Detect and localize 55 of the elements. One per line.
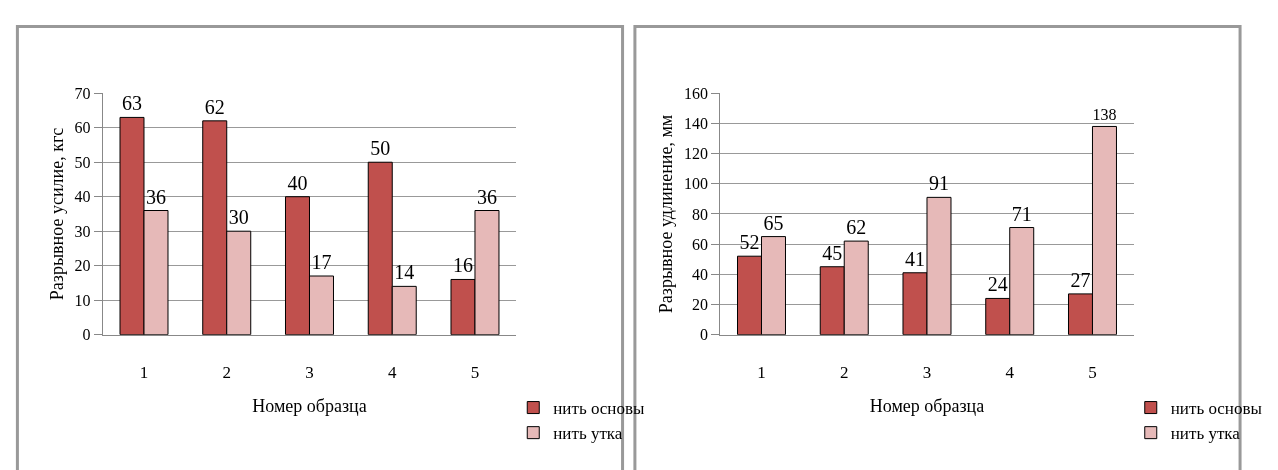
y-axis-title: Разрывное удлинение, мм [656,114,677,314]
y-tick-label: 60 [74,119,91,137]
data-label: 62 [846,216,867,239]
data-label: 65 [763,211,784,234]
data-label: 91 [928,172,949,195]
x-tick-label: 3 [922,363,932,383]
data-label: 30 [228,206,249,229]
data-label: 40 [287,171,308,194]
legend-label: нить основы [1170,399,1263,419]
x-tick-label: 2 [839,363,849,383]
y-axis-title: Разрывное усилие, кгс [46,127,67,301]
x-tick-label: 3 [305,363,314,383]
y-tick-label: 30 [74,222,91,240]
y-tick-label: 40 [691,265,708,283]
y-tick-label: 40 [74,188,91,206]
data-label: 27 [1070,268,1091,291]
x-tick-label: 4 [387,363,397,383]
y-tick-label: 20 [74,257,91,275]
legend-label: нить утка [553,424,623,444]
data-label: 36 [145,185,166,208]
x-tick-label: 1 [139,363,149,383]
y-tick-label: 160 [683,84,708,102]
data-label: 16 [452,254,473,277]
y-tick-label: 100 [683,175,708,193]
x-tick-label: 4 [1005,363,1015,383]
data-label: 14 [394,261,415,284]
data-label: 45 [822,241,843,264]
data-label: 71 [1011,202,1032,225]
data-label: 138 [1092,106,1117,124]
x-tick-label: 5 [1088,363,1097,383]
data-label: 50 [370,137,391,160]
x-tick-label: 1 [757,363,766,383]
legend-label: нить основы [553,399,645,419]
data-label: 41 [904,247,925,270]
data-label: 36 [476,185,497,208]
y-tick-label: 10 [74,291,91,309]
data-label: 63 [122,92,142,115]
y-tick-label: 20 [691,296,708,314]
y-tick-label: 0 [699,326,708,344]
data-label: 62 [204,95,225,118]
x-axis-title: Номер образца [252,396,367,417]
x-tick-label: 2 [222,363,231,383]
data-label: 24 [987,273,1008,296]
data-label: 17 [311,251,332,274]
y-tick-label: 80 [691,205,708,223]
x-axis-title: Номер образца [869,396,985,417]
y-tick-label: 70 [74,84,91,102]
legend-label: нить утка [1170,424,1241,444]
x-tick-label: 5 [470,363,480,383]
y-tick-label: 50 [74,153,91,171]
y-tick-label: 120 [683,145,708,163]
y-tick-label: 60 [691,235,708,253]
y-tick-label: 0 [82,326,91,344]
y-tick-label: 140 [683,115,708,133]
data-label: 52 [739,231,760,254]
